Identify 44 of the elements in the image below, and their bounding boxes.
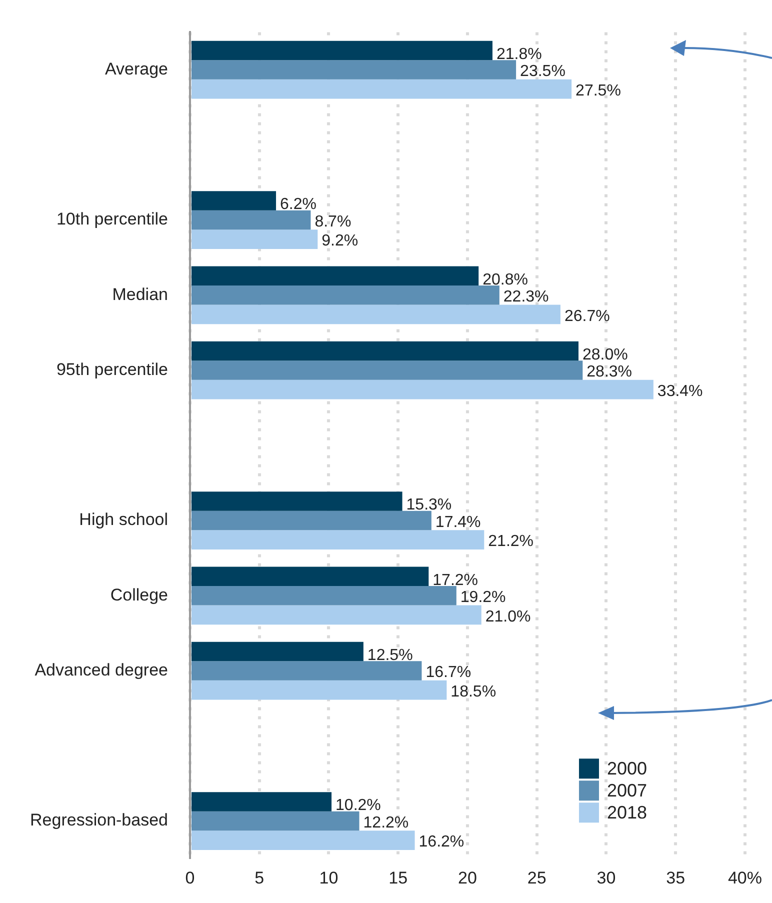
legend-label: 2000 <box>606 758 648 779</box>
x-tick-label: 25 <box>527 868 546 888</box>
data-label: 26.7% <box>564 308 610 325</box>
data-label: 17.4% <box>435 514 481 531</box>
data-label: 23.5% <box>520 63 566 80</box>
data-label: 28.0% <box>582 346 628 364</box>
data-label: 12.5% <box>367 646 413 664</box>
data-label: 28.3% <box>586 364 632 381</box>
legend-label: 2018 <box>606 802 648 823</box>
data-label: 21.0% <box>485 608 531 626</box>
x-tick-label: 0 <box>185 868 195 888</box>
y-tick-label: 95th percentile <box>56 360 168 379</box>
data-label: 16.2% <box>418 834 464 851</box>
x-tick-label: 5 <box>254 868 264 888</box>
legend-label: 2007 <box>606 780 648 801</box>
data-label: 12.2% <box>363 814 409 832</box>
data-label: 27.5% <box>576 82 621 100</box>
x-tick-label: 35 <box>666 868 686 888</box>
x-tick-label: 20 <box>458 868 477 888</box>
x-tick-label: 15 <box>388 868 408 888</box>
y-tick-label: College <box>110 585 168 604</box>
data-label: 9.2% <box>322 232 358 250</box>
y-tick-label: Regression-based <box>30 810 168 830</box>
data-label: 15.3% <box>406 496 452 514</box>
data-label: 10.2% <box>336 797 381 814</box>
y-tick-label: Average <box>104 59 168 78</box>
data-label: 19.2% <box>460 589 506 606</box>
data-label: 17.2% <box>432 572 478 589</box>
x-tick-label: 30 <box>596 868 616 888</box>
data-label: 6.2% <box>280 196 316 214</box>
data-label: 20.8% <box>482 271 528 288</box>
x-tick-label: 40% <box>728 868 762 888</box>
data-label: 21.2% <box>488 533 534 550</box>
data-label: 21.8% <box>496 46 542 63</box>
x-tick-label: 10 <box>319 868 338 888</box>
y-tick-label: 10th percentile <box>56 210 168 229</box>
data-label: 33.4% <box>657 382 703 400</box>
data-label: 16.7% <box>426 664 472 682</box>
y-tick-label: Median <box>112 284 168 304</box>
data-label: 22.3% <box>503 288 549 306</box>
y-tick-label: High school <box>79 510 168 530</box>
y-tick-label: Advanced degree <box>34 660 168 680</box>
data-label: 18.5% <box>450 683 496 700</box>
data-label: 8.7% <box>314 213 352 230</box>
